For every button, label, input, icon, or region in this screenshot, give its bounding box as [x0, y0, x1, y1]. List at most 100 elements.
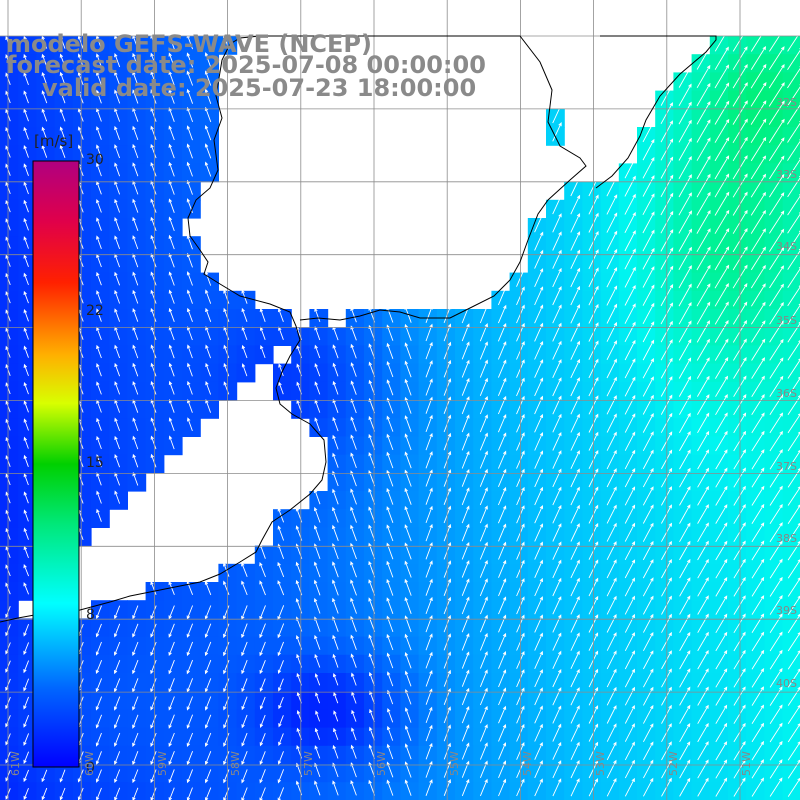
wind-arrow — [552, 760, 562, 779]
wind-arrow — [186, 605, 194, 620]
wind-arrow — [223, 769, 230, 784]
wind-arrow — [425, 451, 433, 469]
wind-arrow — [404, 779, 412, 796]
wind-arrow — [642, 229, 655, 252]
wind-arrow — [150, 580, 157, 595]
wind-arrow — [461, 414, 470, 433]
wind-arrow — [570, 340, 580, 360]
wind-arrow — [168, 70, 175, 86]
wind-arrow — [479, 596, 488, 615]
wind-arrow — [552, 577, 562, 597]
wind-arrow — [277, 580, 285, 596]
wind-arrow — [714, 246, 730, 271]
wind-arrow — [497, 450, 507, 469]
wind-arrow — [715, 394, 728, 416]
wind-arrow — [606, 686, 617, 706]
wind-arrow — [150, 714, 157, 729]
wind-arrow — [350, 634, 357, 650]
wind-arrow — [642, 138, 655, 161]
wind-arrow — [113, 732, 121, 747]
wind-arrow — [186, 143, 193, 159]
wind-arrow — [769, 320, 784, 343]
wind-arrow — [259, 696, 266, 710]
wind-arrow — [479, 705, 488, 724]
wind-arrow — [787, 650, 800, 670]
wind-arrow — [425, 505, 433, 524]
wind-arrow — [186, 289, 193, 304]
wind-arrow — [168, 678, 175, 693]
wind-arrow — [96, 308, 102, 322]
wind-arrow — [168, 787, 175, 800]
wind-arrow — [534, 504, 544, 524]
wind-arrow — [751, 558, 765, 579]
wind-arrow — [386, 671, 394, 687]
wind-arrow — [498, 596, 507, 615]
wind-arrow — [552, 650, 562, 669]
wind-arrow — [404, 378, 412, 396]
wind-arrow — [606, 595, 617, 615]
wind-arrow — [259, 660, 266, 675]
wind-arrow — [425, 779, 433, 796]
wind-arrow — [642, 449, 654, 470]
wind-arrow — [679, 430, 691, 452]
wind-arrow — [552, 486, 562, 506]
wind-arrow — [313, 488, 321, 505]
lon-label: 57W — [302, 751, 315, 776]
wind-arrow — [23, 733, 30, 746]
wind-arrow — [114, 751, 121, 765]
wind-arrow — [241, 714, 248, 729]
wind-arrow — [570, 759, 580, 779]
wind-arrow — [714, 301, 729, 325]
wind-arrow — [570, 285, 581, 306]
wind-arrow — [714, 82, 730, 107]
wind-arrow — [186, 307, 193, 322]
wind-arrow — [223, 787, 230, 800]
wind-arrow — [205, 326, 212, 341]
wind-arrow — [715, 577, 728, 597]
wind-arrow — [606, 340, 617, 361]
wind-arrow — [787, 468, 800, 488]
wind-arrow — [696, 191, 711, 216]
lon-label: 53W — [594, 751, 607, 776]
wind-arrow — [23, 527, 29, 540]
wind-arrow — [678, 174, 692, 198]
wind-arrow — [769, 302, 784, 325]
wind-arrow — [769, 485, 783, 506]
wind-arrow — [715, 777, 728, 797]
wind-arrow — [461, 742, 470, 760]
wind-arrow — [570, 431, 580, 451]
wind-arrow — [333, 727, 339, 741]
wind-arrow — [132, 308, 139, 322]
wind-arrow — [570, 632, 580, 651]
wind-arrow — [534, 231, 544, 251]
wind-arrow — [733, 741, 746, 761]
wind-arrow — [624, 486, 636, 506]
wind-arrow — [751, 649, 765, 670]
wind-arrow — [150, 107, 157, 122]
lon-label: 52W — [667, 751, 680, 776]
wind-arrow — [241, 732, 248, 747]
wind-arrow — [350, 579, 357, 596]
wind-arrow — [497, 486, 507, 506]
wind-arrow — [314, 745, 321, 759]
wind-arrow — [186, 678, 194, 693]
wind-arrow — [187, 399, 193, 413]
wind-arrow — [114, 89, 121, 104]
wind-arrow — [332, 362, 339, 377]
wind-arrow — [606, 194, 618, 215]
wind-arrow — [642, 540, 654, 561]
wind-arrow — [552, 231, 562, 251]
wind-arrow — [132, 198, 139, 213]
wind-arrow — [678, 265, 692, 289]
wind-arrow — [223, 659, 230, 675]
wind-arrow — [479, 760, 488, 778]
wind-arrow — [750, 100, 767, 125]
wind-arrow — [461, 724, 470, 742]
wind-arrow — [769, 522, 783, 543]
wind-arrow — [787, 759, 800, 779]
wind-arrow — [787, 431, 800, 452]
wind-arrow — [23, 751, 30, 764]
wind-arrow — [332, 524, 339, 541]
wind-arrow — [534, 778, 543, 797]
